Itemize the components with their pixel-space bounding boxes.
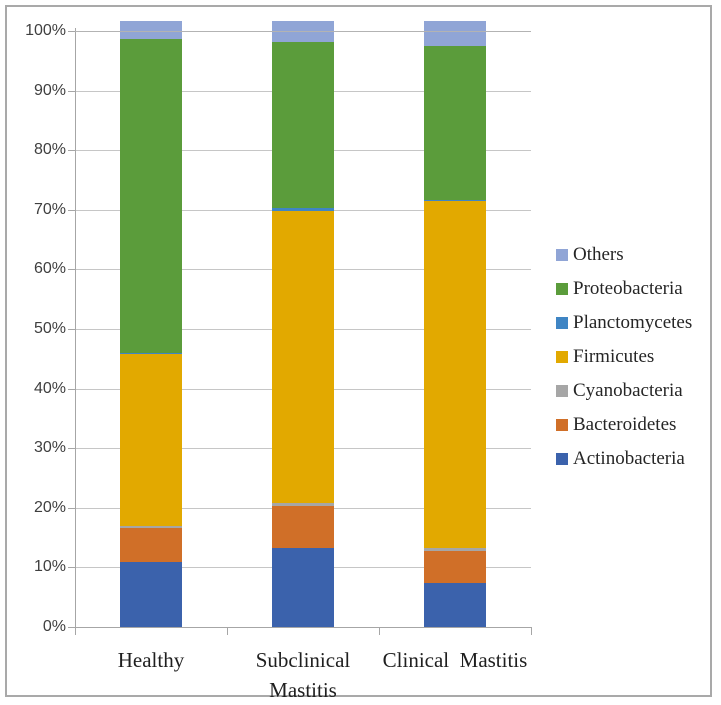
y-tick-label-20%: 20%	[33, 498, 66, 516]
y-tick-label-0%: 0%	[42, 618, 66, 635]
bar-segment-firmicutes-clinical-mastitis	[424, 201, 486, 549]
y-tick-label-80%: 80%	[33, 141, 66, 159]
legend-label-others: Others	[573, 244, 624, 265]
category-label-healthy: Healthy	[117, 648, 185, 672]
y-axis-line	[75, 28, 76, 628]
x-axis-line	[75, 627, 532, 628]
y-tick-mark-40%	[68, 388, 75, 390]
y-tick-label-90%: 90%	[33, 81, 66, 99]
bar-clinical-mastitis	[424, 21, 486, 627]
legend-item-firmicutes: Firmicutes	[556, 346, 692, 367]
y-tick-label-10%: 10%	[33, 558, 66, 576]
bar-segment-cyanobacteria-subclinical-mastitis	[272, 503, 334, 507]
legend-swatch-proteobacteria-icon	[556, 282, 568, 295]
y-tick-mark-30%	[68, 448, 75, 450]
bar-segment-proteobacteria-healthy	[120, 39, 182, 354]
bar-segment-cyanobacteria-clinical-mastitis	[424, 548, 486, 551]
bar-segment-planctomycetes-healthy	[120, 353, 182, 355]
legend-item-proteobacteria: Proteobacteria	[556, 278, 692, 299]
legend-label-planctomycetes: Planctomycetes	[573, 312, 693, 333]
bar-segment-others-clinical-mastitis	[424, 21, 486, 47]
y-tick-label-40%: 40%	[33, 379, 66, 397]
bar-segment-planctomycetes-subclinical-mastitis	[272, 208, 334, 212]
y-tick-mark-10%	[68, 567, 75, 569]
legend-swatch-firmicutes-icon	[556, 350, 568, 363]
y-tick-mark-60%	[68, 269, 75, 271]
legend-item-actinobacteria: Actinobacteria	[556, 448, 692, 469]
x-tick-mark-3	[531, 627, 532, 635]
category-label-clinical-mastitis: Clinical Mastitis	[382, 648, 528, 672]
legend-item-cyanobacteria: Cyanobacteria	[556, 380, 692, 401]
legend-swatch-bacteroidetes-icon	[556, 418, 568, 431]
y-tick-label-70%: 70%	[33, 200, 66, 218]
bar-segment-bacteroidetes-clinical-mastitis	[424, 550, 486, 583]
x-tick-mark-1	[227, 627, 228, 635]
legend-swatch-actinobacteria-icon	[556, 452, 568, 465]
legend-label-actinobacteria: Actinobacteria	[573, 448, 685, 469]
category-label-subclinical-mastitis: Subclinical Mastitis	[255, 648, 351, 702]
legend-swatch-others-icon	[556, 248, 568, 261]
bar-segment-actinobacteria-subclinical-mastitis	[272, 548, 334, 627]
bar-healthy	[120, 21, 182, 627]
legend-label-proteobacteria: Proteobacteria	[573, 278, 683, 299]
y-tick-label-30%: 30%	[33, 439, 66, 457]
bar-segment-bacteroidetes-subclinical-mastitis	[272, 506, 334, 549]
x-tick-mark-2	[379, 627, 380, 635]
bar-segment-bacteroidetes-healthy	[120, 527, 182, 563]
bar-segment-cyanobacteria-healthy	[120, 525, 182, 528]
y-tick-mark-80%	[68, 150, 75, 152]
legend-item-others: Others	[556, 244, 692, 265]
legend-label-cyanobacteria: Cyanobacteria	[573, 380, 683, 401]
legend-swatch-planctomycetes-icon	[556, 316, 568, 329]
y-tick-label-60%: 60%	[33, 260, 66, 278]
bar-segment-actinobacteria-clinical-mastitis	[424, 582, 486, 627]
gridline-100%	[75, 31, 531, 32]
bar-segment-proteobacteria-subclinical-mastitis	[272, 42, 334, 209]
x-tick-mark-0	[75, 627, 76, 635]
bar-segment-firmicutes-healthy	[120, 354, 182, 526]
legend-swatch-cyanobacteria-icon	[556, 384, 568, 397]
y-tick-mark-100%	[68, 31, 75, 32]
y-tick-mark-90%	[68, 90, 75, 92]
bar-subclinical-mastitis	[272, 21, 334, 627]
y-tick-mark-50%	[68, 329, 75, 330]
bar-segment-others-healthy	[120, 21, 182, 40]
bar-segment-firmicutes-subclinical-mastitis	[272, 211, 334, 504]
y-tick-label-50%: 50%	[33, 320, 66, 337]
bar-segment-proteobacteria-clinical-mastitis	[424, 46, 486, 200]
y-tick-mark-20%	[68, 507, 75, 509]
y-tick-mark-70%	[68, 209, 75, 211]
legend-item-planctomycetes: Planctomycetes	[556, 312, 692, 333]
legend-item-bacteroidetes: Bacteroidetes	[556, 414, 692, 435]
y-tick-label-100%: 100%	[25, 22, 66, 39]
legend-label-firmicutes: Firmicutes	[573, 346, 655, 367]
chart-legend: Others Proteobacteria Planctomycetes Firmic…	[556, 244, 692, 482]
bar-segment-actinobacteria-healthy	[120, 562, 182, 627]
bar-segment-planctomycetes-clinical-mastitis	[424, 199, 486, 201]
legend-label-bacteroidetes: Bacteroidetes	[573, 414, 677, 435]
y-tick-mark-0%	[68, 627, 75, 628]
